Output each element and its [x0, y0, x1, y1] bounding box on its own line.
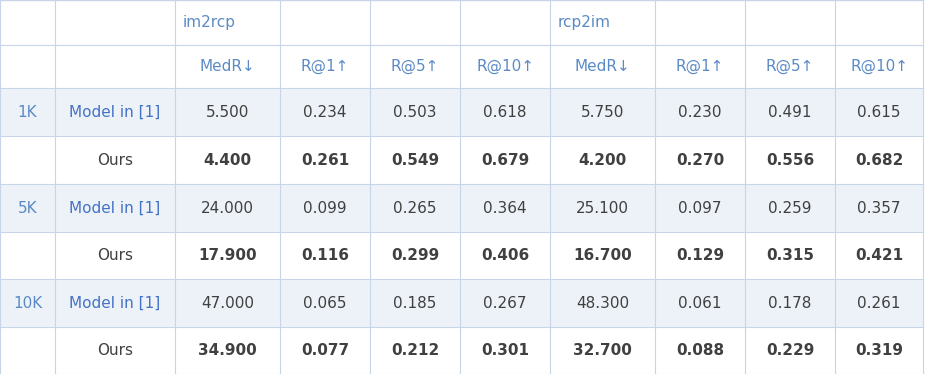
Text: 47.000: 47.000	[201, 295, 254, 310]
Text: 48.300: 48.300	[576, 295, 629, 310]
Text: 25.100: 25.100	[576, 200, 629, 215]
Text: Model in [1]: Model in [1]	[69, 200, 161, 215]
Text: 0.116: 0.116	[301, 248, 349, 263]
Text: 0.679: 0.679	[481, 153, 529, 168]
Text: Ours: Ours	[97, 153, 133, 168]
Text: R@1↑: R@1↑	[675, 59, 725, 74]
Text: R@10↑: R@10↑	[476, 59, 534, 74]
Text: 0.267: 0.267	[483, 295, 527, 310]
Text: 0.319: 0.319	[855, 343, 903, 358]
Text: MedR↓: MedR↓	[574, 59, 630, 74]
Text: Model in [1]: Model in [1]	[69, 104, 161, 120]
Text: 0.270: 0.270	[675, 153, 724, 168]
Text: 34.900: 34.900	[198, 343, 257, 358]
Text: R@5↑: R@5↑	[391, 59, 439, 74]
Text: 0.299: 0.299	[391, 248, 439, 263]
Text: 5K: 5K	[18, 200, 37, 215]
Text: 5.500: 5.500	[206, 104, 249, 120]
Text: 0.406: 0.406	[481, 248, 529, 263]
Text: 0.099: 0.099	[303, 200, 347, 215]
Text: 4.200: 4.200	[578, 153, 626, 168]
Bar	[0, 45, 923, 88]
Text: 16.700: 16.700	[573, 248, 632, 263]
Text: 1K: 1K	[18, 104, 37, 120]
Text: 0.234: 0.234	[304, 104, 347, 120]
Text: 0.549: 0.549	[391, 153, 439, 168]
Text: 0.097: 0.097	[678, 200, 722, 215]
Text: R@5↑: R@5↑	[766, 59, 815, 74]
Text: 0.682: 0.682	[855, 153, 903, 168]
Text: 0.061: 0.061	[678, 295, 722, 310]
Text: 17.900: 17.900	[199, 248, 256, 263]
Text: 0.065: 0.065	[304, 295, 347, 310]
Bar	[0, 184, 923, 232]
Text: Ours: Ours	[97, 248, 133, 263]
Text: 4.400: 4.400	[203, 153, 252, 168]
Text: Ours: Ours	[97, 343, 133, 358]
Text: 0.556: 0.556	[766, 153, 815, 168]
Text: 0.315: 0.315	[766, 248, 814, 263]
Text: 0.491: 0.491	[768, 104, 812, 120]
Bar	[0, 136, 923, 184]
Text: im2rcp: im2rcp	[183, 15, 236, 30]
Text: 0.077: 0.077	[301, 343, 349, 358]
Bar	[0, 279, 923, 327]
Text: 0.230: 0.230	[678, 104, 722, 120]
Text: 0.301: 0.301	[481, 343, 529, 358]
Text: 0.261: 0.261	[301, 153, 349, 168]
Text: 0.178: 0.178	[768, 295, 812, 310]
Text: R@1↑: R@1↑	[301, 59, 349, 74]
Text: 0.364: 0.364	[483, 200, 527, 215]
Text: 0.261: 0.261	[857, 295, 901, 310]
Text: 0.259: 0.259	[768, 200, 812, 215]
Bar	[0, 88, 923, 136]
Text: 0.618: 0.618	[483, 104, 527, 120]
Text: 0.229: 0.229	[766, 343, 815, 358]
Text: 0.088: 0.088	[676, 343, 724, 358]
Text: 32.700: 32.700	[573, 343, 632, 358]
Text: rcp2im: rcp2im	[558, 15, 611, 30]
Bar	[0, 0, 923, 45]
Bar	[0, 327, 923, 374]
Text: R@10↑: R@10↑	[850, 59, 908, 74]
Bar	[0, 232, 923, 279]
Text: 0.265: 0.265	[394, 200, 437, 215]
Text: 0.421: 0.421	[855, 248, 903, 263]
Text: 10K: 10K	[13, 295, 43, 310]
Text: 0.129: 0.129	[676, 248, 724, 263]
Text: 0.357: 0.357	[857, 200, 901, 215]
Text: Model in [1]: Model in [1]	[69, 295, 161, 310]
Text: 24.000: 24.000	[201, 200, 254, 215]
Text: 0.503: 0.503	[394, 104, 437, 120]
Text: 0.212: 0.212	[391, 343, 439, 358]
Text: 5.750: 5.750	[581, 104, 624, 120]
Text: MedR↓: MedR↓	[200, 59, 255, 74]
Text: 0.615: 0.615	[857, 104, 901, 120]
Text: 0.185: 0.185	[394, 295, 437, 310]
